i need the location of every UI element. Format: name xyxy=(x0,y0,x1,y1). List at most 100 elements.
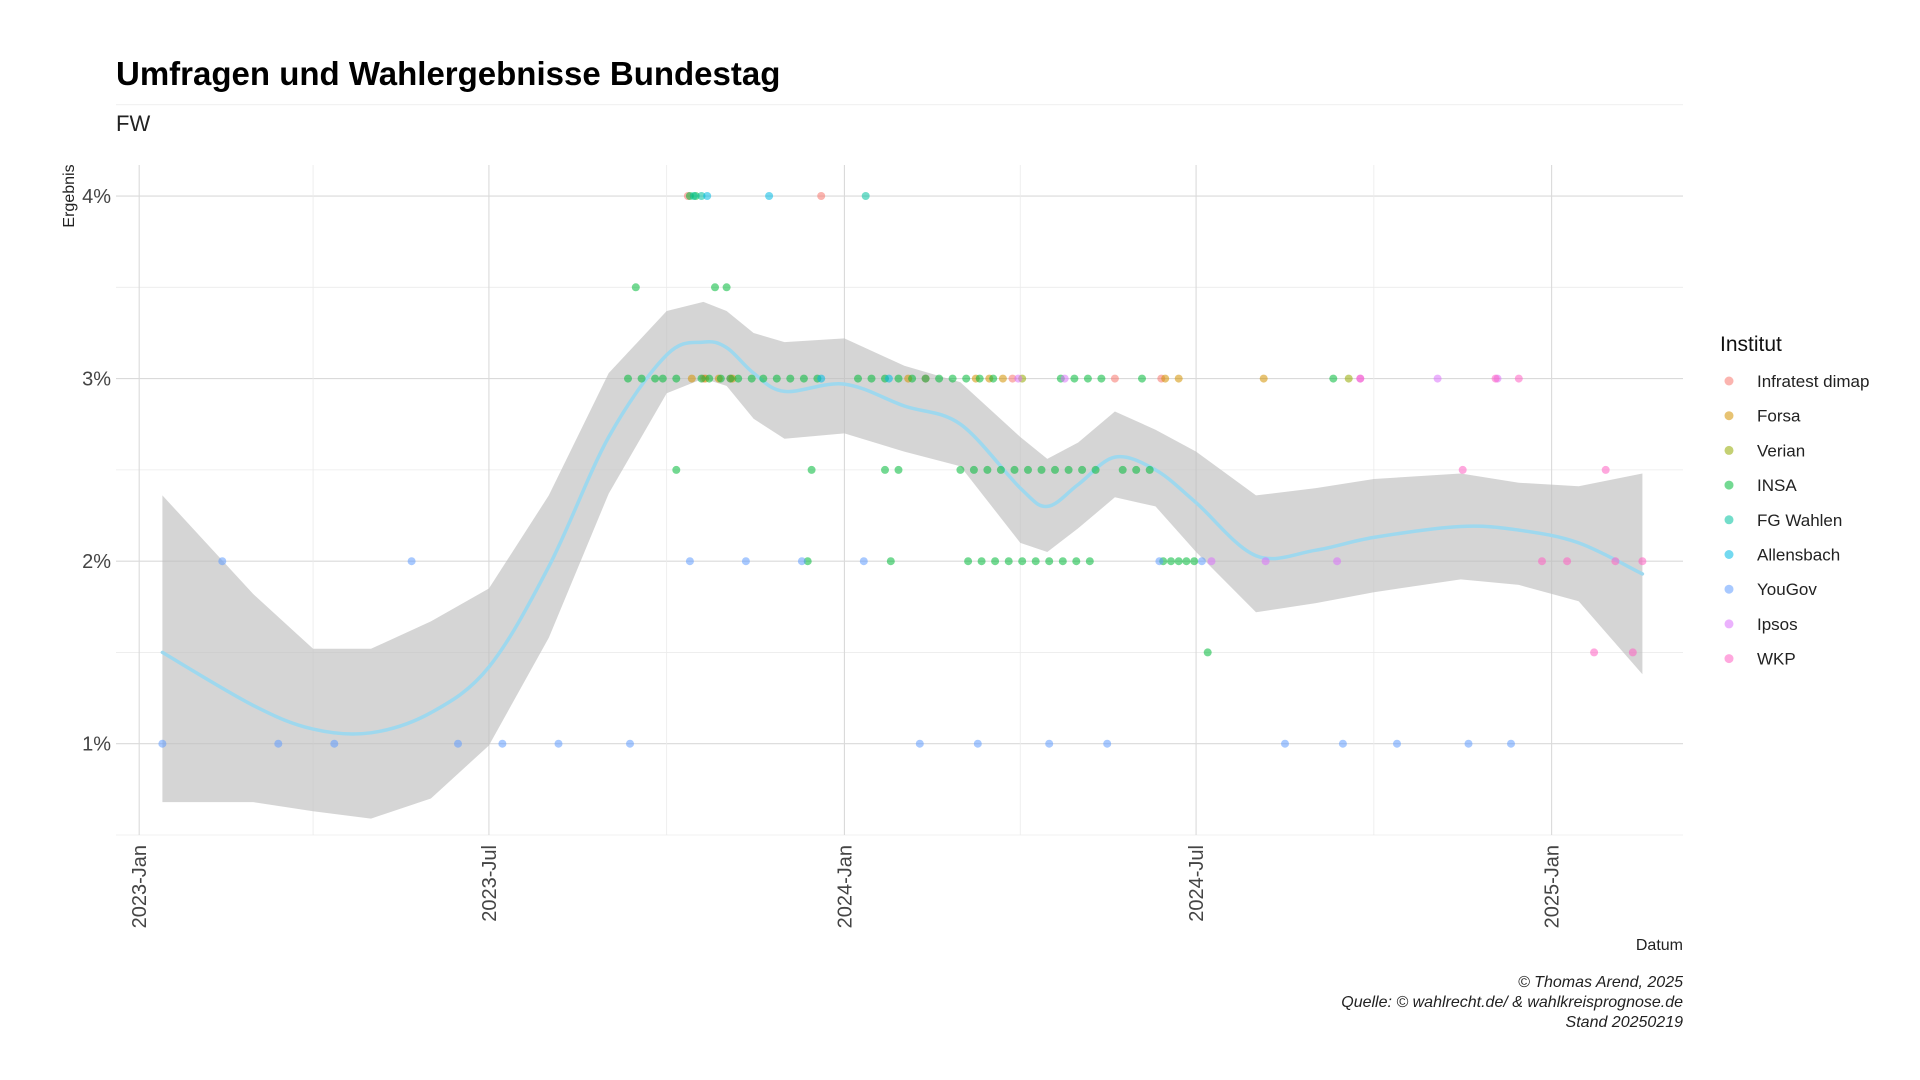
x-tick-label: 2023-Jan xyxy=(129,845,151,928)
legend-title: Institut xyxy=(1720,333,1782,356)
point-insa xyxy=(711,283,719,292)
x-tick-label: 2024-Jul xyxy=(1186,845,1208,922)
point-insa xyxy=(1145,465,1154,474)
point-yougov xyxy=(797,557,806,566)
point-infratest-dimap xyxy=(1008,374,1017,383)
point-yougov xyxy=(626,739,634,748)
legend-entry: YouGov xyxy=(1757,580,1817,599)
point-forsa xyxy=(1161,374,1170,383)
point-allensbach xyxy=(703,192,712,200)
smooth-trend-line xyxy=(160,339,1645,736)
point-insa xyxy=(772,374,781,383)
point-insa xyxy=(807,465,816,474)
point-insa xyxy=(989,374,998,383)
point-insa xyxy=(672,374,681,383)
point-yougov xyxy=(330,739,339,748)
point-insa xyxy=(1083,374,1092,383)
point-insa xyxy=(867,374,876,383)
point-insa xyxy=(975,374,984,383)
point-allensbach xyxy=(765,192,774,200)
point-insa xyxy=(1051,465,1059,474)
point-forsa xyxy=(1259,374,1268,383)
point-insa xyxy=(1091,465,1100,474)
point-wkp xyxy=(1601,465,1610,474)
point-forsa xyxy=(1174,374,1183,383)
point-insa xyxy=(705,374,714,383)
point-allensbach xyxy=(817,374,826,383)
legend-key xyxy=(1724,480,1734,490)
legend-key xyxy=(1724,411,1734,421)
point-yougov xyxy=(1045,739,1054,748)
point-insa xyxy=(1118,465,1127,474)
point-insa xyxy=(1064,465,1073,474)
point-wkp xyxy=(1638,557,1647,566)
point-insa xyxy=(908,374,917,383)
caption-source: Quelle: © wahlrecht.de/ & wahlkreisprogn… xyxy=(1341,994,1683,1011)
point-yougov xyxy=(859,557,868,566)
point-insa xyxy=(1058,557,1067,566)
point-insa xyxy=(722,283,731,292)
point-insa xyxy=(921,374,930,383)
point-insa xyxy=(1203,648,1212,657)
chart-title: Umfragen und Wahlergebnisse Bundestag xyxy=(116,55,780,92)
point-insa xyxy=(1190,557,1199,566)
x-tick-label: 2023-Jul xyxy=(479,845,501,922)
point-fg-wahlen xyxy=(689,192,698,200)
chart-subtitle: FW xyxy=(116,111,150,136)
point-insa xyxy=(894,374,903,383)
point-infratest-dimap xyxy=(1110,374,1119,383)
legend-entry: INSA xyxy=(1757,476,1797,495)
legend-key xyxy=(1724,550,1734,559)
point-yougov xyxy=(454,739,462,748)
point-wkp xyxy=(1356,374,1365,383)
legend-entry: Verian xyxy=(1757,441,1805,460)
point-insa xyxy=(672,465,681,474)
point-insa xyxy=(854,374,862,383)
x-tick-label: 2025-Jan xyxy=(1542,845,1564,928)
point-insa xyxy=(1037,465,1046,474)
point-insa xyxy=(948,374,957,383)
point-insa xyxy=(1010,465,1019,474)
point-insa xyxy=(1031,557,1040,566)
point-insa xyxy=(631,283,640,292)
legend-entry: Ipsos xyxy=(1757,615,1798,634)
legend-key xyxy=(1724,515,1734,525)
point-yougov xyxy=(554,739,563,748)
point-insa xyxy=(1078,465,1087,474)
caption-date: Stand 20250219 xyxy=(1566,1014,1684,1031)
point-yougov xyxy=(1507,739,1515,748)
y-tick-label: 2% xyxy=(82,551,111,573)
point-insa xyxy=(716,374,725,383)
point-insa xyxy=(734,374,743,383)
point-yougov xyxy=(274,739,283,748)
point-insa xyxy=(894,465,903,474)
point-ipsos xyxy=(1060,374,1069,383)
point-verian xyxy=(1344,374,1353,383)
point-yougov xyxy=(741,557,750,566)
legend-entry: Allensbach xyxy=(1757,546,1840,565)
point-fg-wahlen xyxy=(861,192,870,200)
legend-key xyxy=(1724,584,1734,594)
point-wkp xyxy=(1611,557,1620,566)
legend-key xyxy=(1724,376,1734,386)
smooth-line xyxy=(160,339,1645,736)
point-yougov xyxy=(158,739,167,748)
x-axis-label: Datum xyxy=(1636,937,1683,954)
point-insa xyxy=(658,374,667,383)
y-tick-label: 3% xyxy=(82,369,111,391)
y-axis-ticks: 1% 2% 3% 4% xyxy=(82,186,111,756)
point-insa xyxy=(1070,374,1079,383)
point-insa xyxy=(726,374,735,383)
point-insa xyxy=(747,374,756,383)
legend-entry: WKP xyxy=(1757,650,1796,669)
point-insa xyxy=(1085,557,1094,566)
point-yougov xyxy=(1281,739,1289,748)
point-yougov xyxy=(498,739,507,748)
point-yougov xyxy=(218,557,227,566)
point-forsa xyxy=(998,374,1007,383)
legend-entry: Infratest dimap xyxy=(1757,372,1869,391)
point-insa xyxy=(962,374,971,383)
point-insa xyxy=(964,557,973,566)
point-wkp xyxy=(1563,557,1572,566)
point-yougov xyxy=(1464,739,1473,748)
